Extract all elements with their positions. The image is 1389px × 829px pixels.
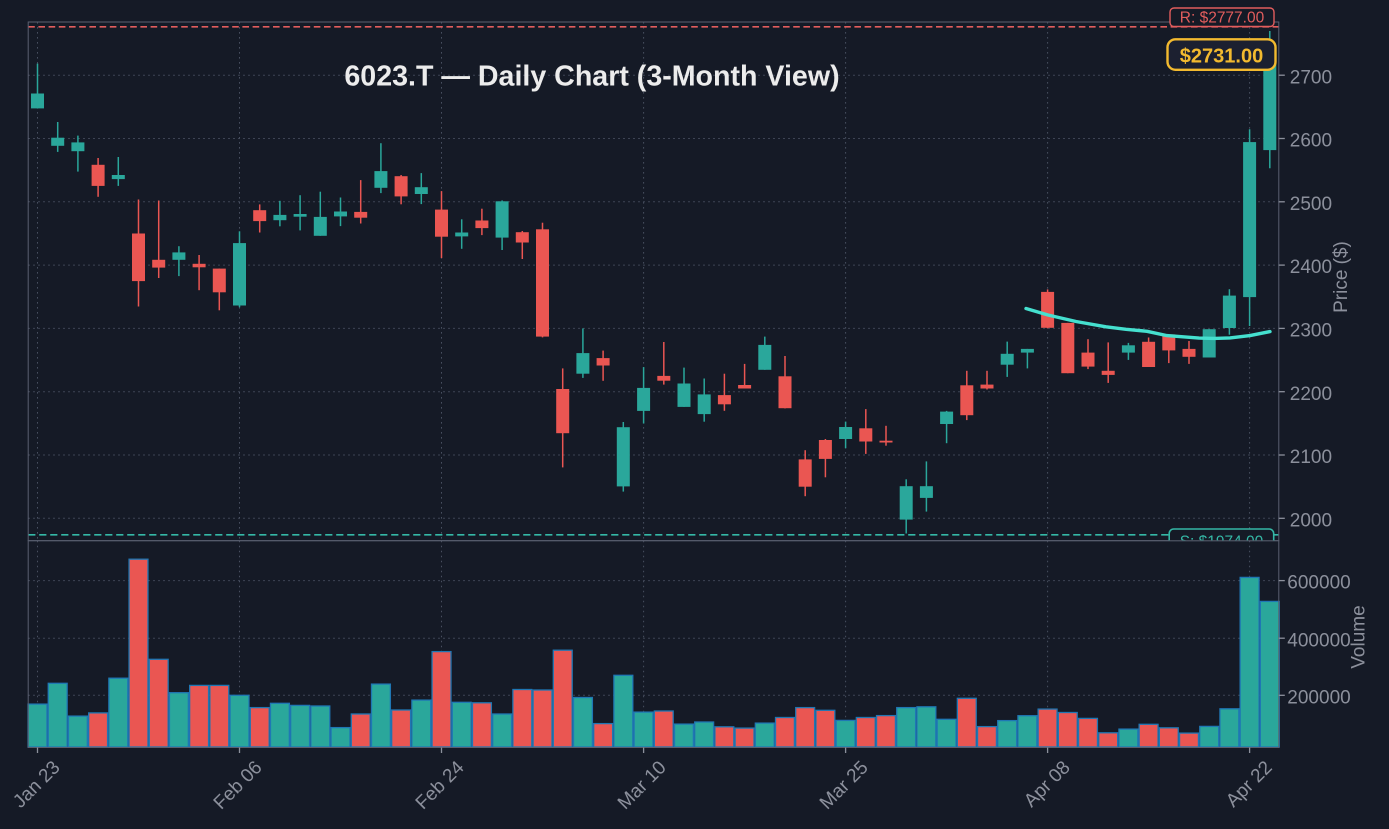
svg-text:S: $1974.00: S: $1974.00 (1180, 534, 1264, 551)
svg-text:600000: 600000 (1287, 573, 1350, 594)
svg-text:2000: 2000 (1290, 510, 1332, 531)
svg-text:200000: 200000 (1287, 687, 1350, 708)
svg-text:2300: 2300 (1290, 321, 1332, 342)
svg-text:6023.T — Daily Chart (3-Month: 6023.T — Daily Chart (3-Month View) (344, 61, 839, 93)
svg-text:2600: 2600 (1290, 131, 1332, 152)
svg-text:2100: 2100 (1290, 447, 1332, 468)
svg-text:2700: 2700 (1290, 67, 1332, 88)
svg-text:$2731.00: $2731.00 (1180, 45, 1263, 67)
svg-text:Price ($): Price ($) (1331, 241, 1352, 313)
svg-text:Volume: Volume (1349, 605, 1370, 668)
svg-text:400000: 400000 (1287, 630, 1350, 651)
svg-text:2500: 2500 (1290, 194, 1332, 215)
svg-text:2200: 2200 (1290, 384, 1332, 405)
svg-text:R: $2777.00: R: $2777.00 (1180, 10, 1265, 27)
svg-text:2400: 2400 (1290, 257, 1332, 278)
